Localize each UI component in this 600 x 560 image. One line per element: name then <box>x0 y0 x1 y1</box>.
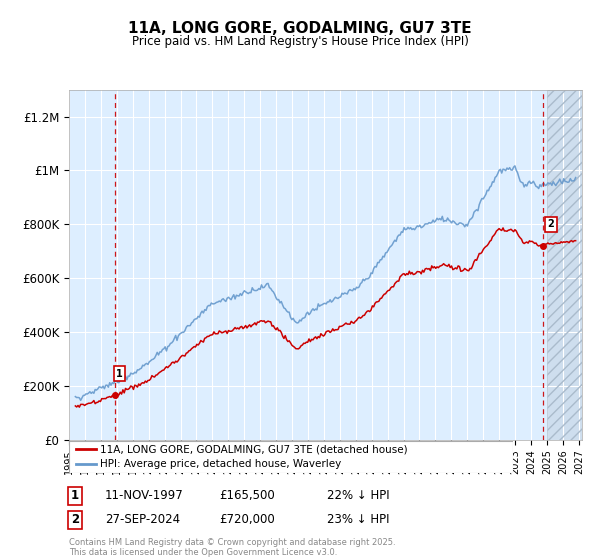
Text: £720,000: £720,000 <box>219 513 275 526</box>
Text: HPI: Average price, detached house, Waverley: HPI: Average price, detached house, Wave… <box>100 459 341 469</box>
Text: Price paid vs. HM Land Registry's House Price Index (HPI): Price paid vs. HM Land Registry's House … <box>131 35 469 48</box>
Text: 1: 1 <box>116 368 123 379</box>
Text: Contains HM Land Registry data © Crown copyright and database right 2025.
This d: Contains HM Land Registry data © Crown c… <box>69 538 395 557</box>
Text: 22% ↓ HPI: 22% ↓ HPI <box>327 489 389 502</box>
Bar <box>547 90 587 440</box>
FancyBboxPatch shape <box>69 441 513 473</box>
Text: 2: 2 <box>71 513 79 526</box>
Bar <box>547 90 587 440</box>
Text: 27-SEP-2024: 27-SEP-2024 <box>105 513 180 526</box>
Text: £165,500: £165,500 <box>219 489 275 502</box>
Text: 23% ↓ HPI: 23% ↓ HPI <box>327 513 389 526</box>
Text: 11A, LONG GORE, GODALMING, GU7 3TE (detached house): 11A, LONG GORE, GODALMING, GU7 3TE (deta… <box>100 444 408 454</box>
Text: 11A, LONG GORE, GODALMING, GU7 3TE: 11A, LONG GORE, GODALMING, GU7 3TE <box>128 21 472 36</box>
Text: 2: 2 <box>548 219 554 229</box>
Text: 1: 1 <box>71 489 79 502</box>
Text: 11-NOV-1997: 11-NOV-1997 <box>105 489 184 502</box>
